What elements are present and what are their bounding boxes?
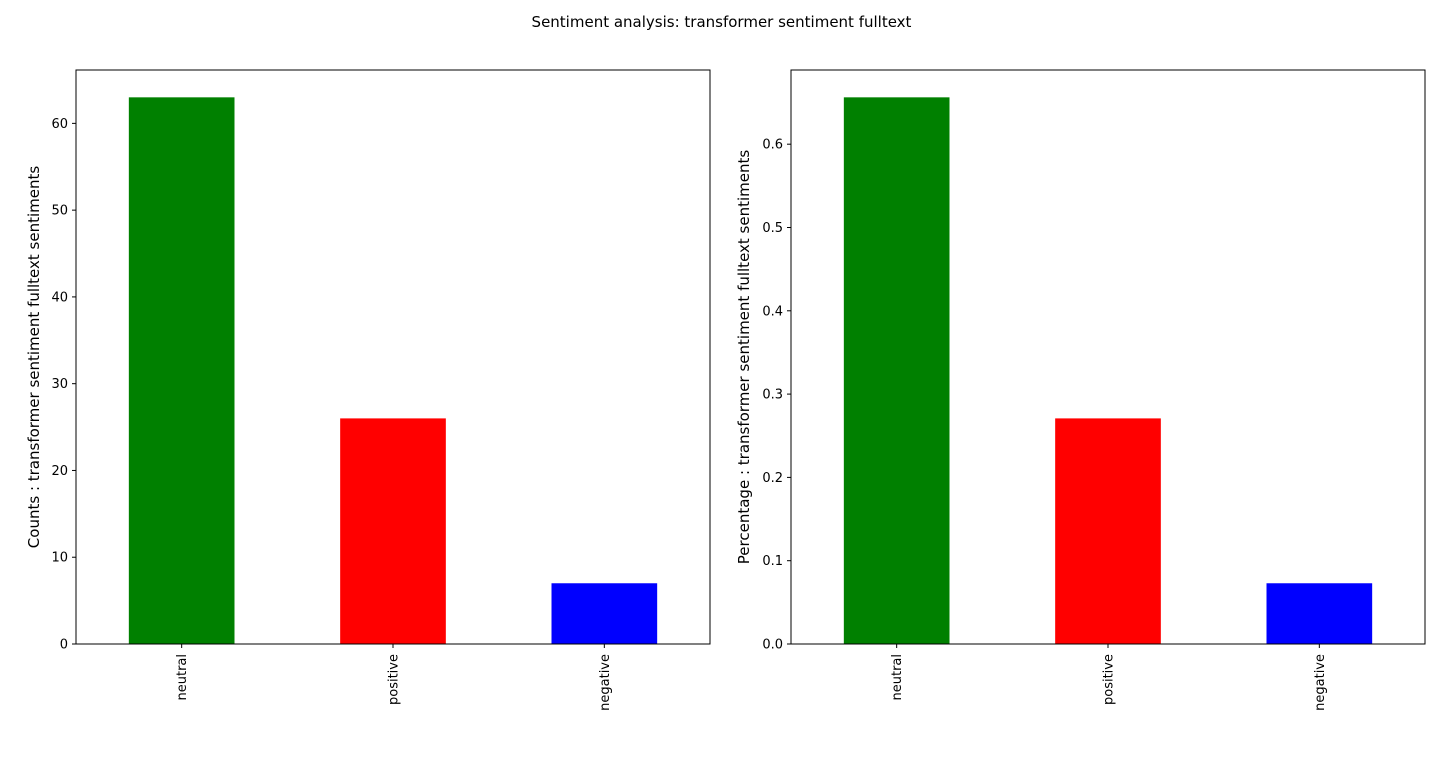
x-tick-label: positive [387,654,402,705]
y-tick-label: 0.0 [762,638,783,653]
bar-neutral [843,97,950,645]
y-tick-label: 0 [60,638,68,653]
y-tick-label: 0.1 [762,554,783,569]
bar-positive [1055,418,1161,644]
bar-negative [1266,583,1373,644]
y-tick-label: 0.6 [762,138,783,153]
y-tick-label: 10 [51,551,68,566]
bar-positive [340,418,446,644]
x-tick-label: neutral [890,654,905,701]
y-tick-label: 0.2 [762,471,783,486]
y-tick-label: 30 [51,377,68,392]
bar-neutral [128,97,235,645]
y-tick-label: 0.3 [762,388,783,403]
y-tick-label: 60 [51,117,68,132]
y-axis-label: Percentage : transformer sentiment fullt… [735,150,753,565]
y-tick-label: 40 [51,290,68,305]
y-tick-label: 50 [51,204,68,219]
x-tick-label: negative [1313,654,1328,711]
bar-negative [551,583,658,644]
x-tick-label: negative [598,654,613,711]
x-tick-label: positive [1102,654,1117,705]
y-tick-label: 0.4 [762,304,783,319]
y-tick-label: 0.5 [762,221,783,236]
y-axis-label: Counts : transformer sentiment fulltext … [25,166,43,549]
y-tick-label: 20 [51,464,68,479]
x-tick-label: neutral [175,654,190,701]
figure-title: Sentiment analysis: transformer sentimen… [531,13,912,31]
